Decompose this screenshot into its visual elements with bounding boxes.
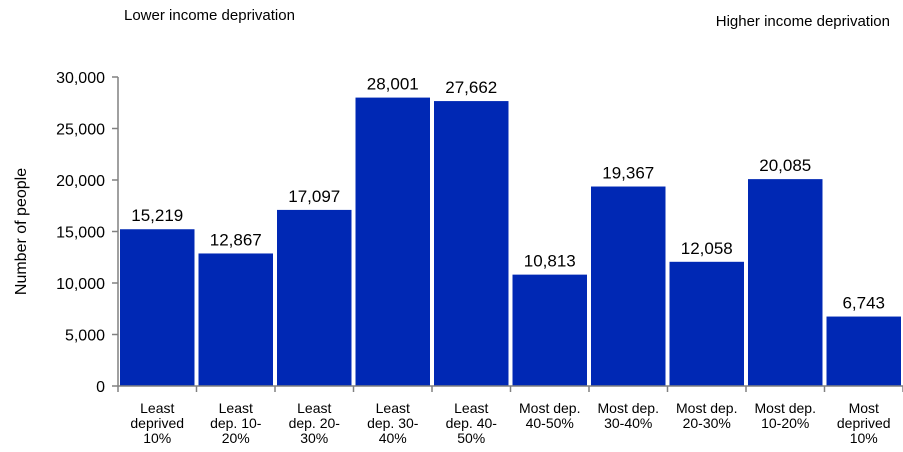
y-tick-label: 25,000 bbox=[56, 122, 105, 139]
category-label: Most dep. 10-20% bbox=[755, 400, 816, 431]
category-label: Most deprived 10% bbox=[837, 400, 891, 446]
bar bbox=[669, 261, 744, 386]
category-label: Least dep. 40-50% bbox=[446, 400, 498, 446]
bar bbox=[826, 316, 901, 386]
data-label: 17,097 bbox=[288, 187, 340, 206]
y-tick-label: 30,000 bbox=[56, 70, 105, 87]
y-axis-title: Number of people bbox=[13, 168, 30, 295]
bar bbox=[591, 186, 666, 386]
data-label: 12,867 bbox=[210, 230, 262, 249]
bar bbox=[512, 274, 587, 386]
data-label: 27,662 bbox=[445, 78, 497, 97]
annotation-higher-deprivation: Higher income deprivation bbox=[715, 13, 890, 30]
category-label: Least dep. 10-20% bbox=[210, 400, 262, 446]
category-label: Least dep. 20-30% bbox=[289, 400, 341, 446]
data-label: 10,813 bbox=[524, 252, 576, 271]
y-tick-label: 5,000 bbox=[65, 328, 105, 345]
y-tick-label: 10,000 bbox=[56, 276, 105, 293]
bar bbox=[434, 101, 509, 387]
bar bbox=[277, 209, 352, 386]
bar bbox=[198, 253, 273, 386]
category-label: Least deprived 10% bbox=[130, 400, 184, 446]
category-label: Least dep. 30-40% bbox=[367, 400, 419, 446]
y-tick-label: 0 bbox=[96, 379, 105, 396]
data-label: 15,219 bbox=[131, 206, 183, 225]
data-label: 28,001 bbox=[367, 75, 419, 94]
data-label: 6,743 bbox=[842, 294, 885, 313]
y-tick-label: 20,000 bbox=[56, 173, 105, 190]
category-label: Most dep. 40-50% bbox=[519, 400, 580, 431]
category-label: Most dep. 30-40% bbox=[598, 400, 659, 431]
data-label: 20,085 bbox=[759, 156, 811, 175]
y-tick-label: 15,000 bbox=[56, 225, 105, 242]
category-label: Most dep. 20-30% bbox=[676, 400, 737, 431]
bar bbox=[748, 179, 823, 386]
data-label: 12,058 bbox=[681, 239, 733, 258]
data-label: 19,367 bbox=[602, 164, 654, 183]
bar bbox=[120, 229, 195, 386]
annotation-lower-deprivation: Lower income deprivation bbox=[124, 7, 295, 24]
bar bbox=[355, 97, 430, 387]
